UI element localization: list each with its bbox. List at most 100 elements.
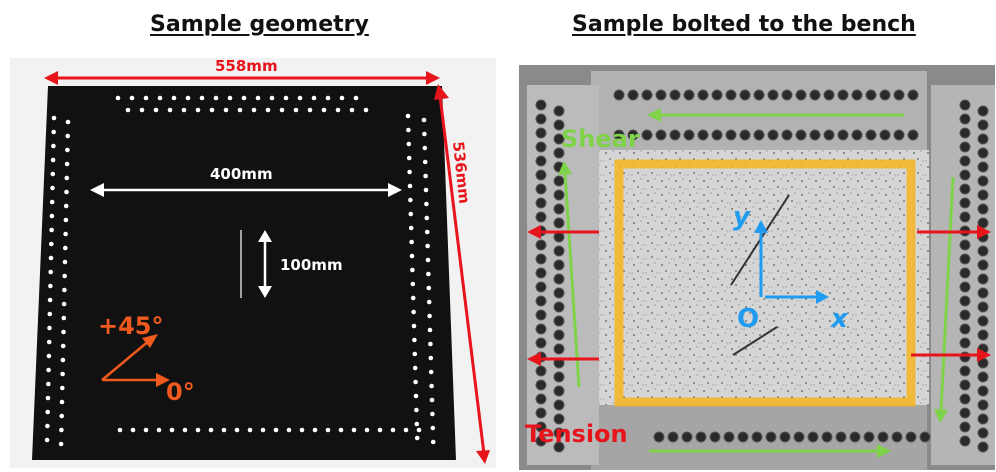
plate-hole (410, 267, 415, 273)
bench-hole (851, 89, 863, 101)
bench-hole (959, 379, 971, 391)
plate-hole (227, 95, 233, 101)
width-dimension-arrow (44, 71, 440, 85)
plate-hole (423, 187, 429, 193)
bench-hole (977, 399, 989, 411)
plate-hole (45, 395, 51, 401)
plate-hole (269, 95, 275, 101)
plate-hole (427, 327, 433, 333)
bench-hole (959, 393, 971, 405)
bench-hole (977, 385, 989, 397)
plate-hole (50, 185, 55, 191)
bench-hole (627, 129, 639, 141)
bench-hole (865, 89, 877, 101)
bench-hole (613, 89, 625, 101)
bench-hole (553, 287, 565, 299)
plate-hole (65, 133, 70, 139)
bench-hole (553, 399, 565, 411)
plate-hole (125, 107, 131, 113)
plate-hole (143, 95, 149, 101)
bench-hole (553, 105, 565, 117)
bench-hole (837, 89, 849, 101)
bench-hole (959, 435, 971, 447)
bench-hole (959, 169, 971, 181)
plate-hole (143, 427, 149, 433)
bench-hole (959, 99, 971, 111)
bench-hole (535, 211, 547, 223)
bench-hole (959, 155, 971, 167)
plate-hole (408, 225, 414, 231)
bench-hole (835, 431, 847, 443)
plate-hole (221, 427, 227, 433)
plate-hole (49, 199, 55, 205)
plate-hole (47, 311, 53, 317)
angle-0-label: 0° (166, 378, 195, 406)
plate-hole (279, 107, 285, 113)
plate-hole (65, 147, 70, 153)
bench-hole (553, 371, 565, 383)
plate-hole (339, 95, 345, 101)
plate-hole (412, 337, 417, 343)
plate-hole (325, 427, 331, 433)
inner-width-dimension-arrow (90, 183, 402, 197)
plate-hole (428, 355, 434, 361)
bench-hole (553, 245, 565, 257)
bench-hole (977, 441, 989, 453)
plate-hole (414, 435, 420, 441)
plate-hole (48, 255, 54, 261)
plate-hole (406, 127, 411, 133)
plate-hole (283, 95, 289, 101)
bench-hole (959, 295, 971, 307)
bench-hole (959, 113, 971, 125)
region-of-interest-frame (614, 159, 916, 407)
bench-hole (977, 119, 989, 131)
bench-hole (767, 89, 779, 101)
plate-hole (47, 297, 53, 303)
bench-hole (535, 155, 547, 167)
shear-label: Shear (561, 125, 640, 153)
bench-hole (767, 129, 779, 141)
plate-hole (46, 353, 52, 359)
plate-hole (167, 107, 173, 113)
bench-hole (977, 245, 989, 257)
bench-hole (891, 431, 903, 443)
plate-hole (425, 243, 430, 249)
inner-width-dimension-label: 400mm (210, 165, 273, 183)
plate-hole (185, 95, 191, 101)
bench-hole (977, 427, 989, 439)
bench-hole (849, 431, 861, 443)
plate-hole (426, 299, 432, 305)
plate-hole (117, 427, 123, 433)
plate-hole (247, 427, 253, 433)
plate-hole (325, 95, 331, 101)
bench-hole (781, 129, 793, 141)
angle-45-label: +45° (98, 312, 164, 340)
plate-hole (265, 107, 271, 113)
plate-hole (51, 143, 56, 149)
plate-hole (424, 215, 430, 221)
bench-hole (553, 343, 565, 355)
bench-hole (959, 309, 971, 321)
bench-hole (959, 197, 971, 209)
bench-hole (907, 89, 919, 101)
plate-hole (59, 413, 64, 419)
bench-hole (669, 129, 681, 141)
bench-hole (695, 431, 707, 443)
bench-hole (553, 133, 565, 145)
width-dimension-label: 558mm (215, 58, 278, 75)
bench-hole (535, 197, 547, 209)
bench-hole (709, 431, 721, 443)
bench-hole (977, 329, 989, 341)
plate-hole (61, 329, 66, 335)
bench-hole (877, 431, 889, 443)
bench-hole (795, 89, 807, 101)
bench-hole (977, 147, 989, 159)
bench-hole (781, 89, 793, 101)
bench-hole (553, 259, 565, 271)
plate-hole (65, 119, 71, 125)
plate-hole (64, 189, 69, 195)
bench-hole (793, 431, 805, 443)
plate-hole (338, 427, 344, 433)
plate-hole (260, 427, 266, 433)
bench-hole (535, 337, 547, 349)
